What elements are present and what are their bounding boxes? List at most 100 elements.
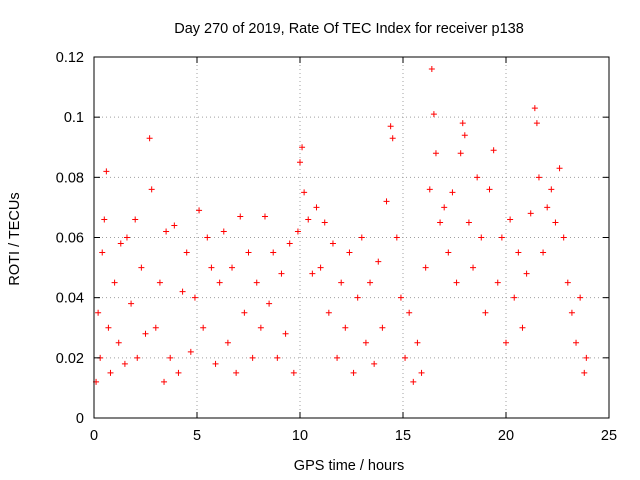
data-point <box>229 264 236 271</box>
data-point <box>325 309 332 316</box>
data-point <box>152 324 159 331</box>
data-point <box>389 135 396 142</box>
data-point <box>548 186 555 193</box>
data-point <box>581 369 588 376</box>
x-axis-label: GPS time / hours <box>294 458 404 474</box>
data-point <box>148 186 155 193</box>
data-point <box>117 240 124 247</box>
data-point <box>220 228 227 235</box>
x-axis-ticks: 0 5 10 15 20 25 <box>90 57 617 444</box>
data-point <box>453 279 460 286</box>
data-point <box>321 219 328 226</box>
data-point <box>270 249 277 256</box>
data-point <box>101 216 108 223</box>
data-point <box>445 249 452 256</box>
data-point <box>107 369 114 376</box>
data-point <box>511 294 518 301</box>
data-point <box>482 309 489 316</box>
data-point <box>441 204 448 211</box>
data-point <box>290 369 297 376</box>
data-point <box>459 120 466 127</box>
data-point <box>171 222 178 229</box>
data-point <box>490 147 497 154</box>
data-point <box>167 354 174 361</box>
data-point <box>237 213 244 220</box>
data-point <box>535 174 542 181</box>
y-tick-label: 0.04 <box>56 291 84 307</box>
data-point <box>138 264 145 271</box>
data-point <box>426 186 433 193</box>
data-point <box>146 135 153 142</box>
data-point <box>294 228 301 235</box>
data-point <box>540 249 547 256</box>
data-point <box>478 234 485 241</box>
data-point <box>95 309 102 316</box>
data-point <box>103 168 110 175</box>
data-point <box>115 339 122 346</box>
data-point <box>297 159 303 166</box>
data-point <box>161 378 168 385</box>
data-point <box>241 309 248 316</box>
data-point <box>179 288 186 295</box>
y-tick-label: 0.12 <box>56 50 84 66</box>
data-point <box>350 369 357 376</box>
y-tick-label: 0 <box>76 411 84 427</box>
data-points <box>93 66 590 385</box>
data-point <box>204 234 211 241</box>
data-point <box>142 330 149 337</box>
data-point <box>560 234 567 241</box>
data-point <box>397 294 404 301</box>
data-point <box>367 279 374 286</box>
data-point <box>354 294 361 301</box>
data-point <box>422 264 429 271</box>
data-point <box>362 339 369 346</box>
data-point <box>278 270 285 277</box>
data-point <box>224 339 231 346</box>
y-tick-label: 0.08 <box>56 170 84 186</box>
data-point <box>200 324 207 331</box>
data-point <box>568 309 575 316</box>
data-point <box>191 294 198 301</box>
y-tick-label: 0.1 <box>64 110 84 126</box>
data-point <box>342 324 349 331</box>
data-point <box>432 150 439 157</box>
data-point <box>286 240 293 247</box>
data-point <box>329 240 336 247</box>
data-point <box>531 105 538 112</box>
data-point <box>105 324 112 331</box>
data-point <box>253 279 260 286</box>
data-point <box>428 66 435 73</box>
data-point <box>470 264 477 271</box>
x-tick-label: 25 <box>601 428 617 444</box>
data-point <box>317 264 324 271</box>
data-point <box>187 348 194 355</box>
data-point <box>309 270 316 277</box>
data-point <box>465 219 472 226</box>
data-point <box>519 324 526 331</box>
data-point <box>375 258 382 265</box>
data-point <box>544 204 551 211</box>
data-point <box>99 249 106 256</box>
plot-frame <box>93 56 610 419</box>
data-point <box>111 279 118 286</box>
data-point <box>274 354 281 361</box>
data-point <box>383 198 390 205</box>
x-tick-label: 20 <box>498 428 514 444</box>
data-point <box>282 330 289 337</box>
data-point <box>175 369 182 376</box>
data-point <box>156 279 163 286</box>
data-point <box>163 228 170 235</box>
data-point <box>430 111 437 118</box>
data-point <box>507 216 514 223</box>
data-point <box>338 279 345 286</box>
x-tick-label: 5 <box>193 428 201 444</box>
y-axis-ticks: 0 0.02 0.04 0.06 0.08 0.1 0.12 <box>56 50 609 427</box>
data-point <box>583 354 590 361</box>
data-point <box>261 213 268 220</box>
data-point <box>371 360 378 367</box>
data-point <box>437 219 444 226</box>
y-tick-label: 0.02 <box>56 351 84 367</box>
y-tick-label: 0.06 <box>56 231 84 247</box>
data-point <box>334 354 341 361</box>
